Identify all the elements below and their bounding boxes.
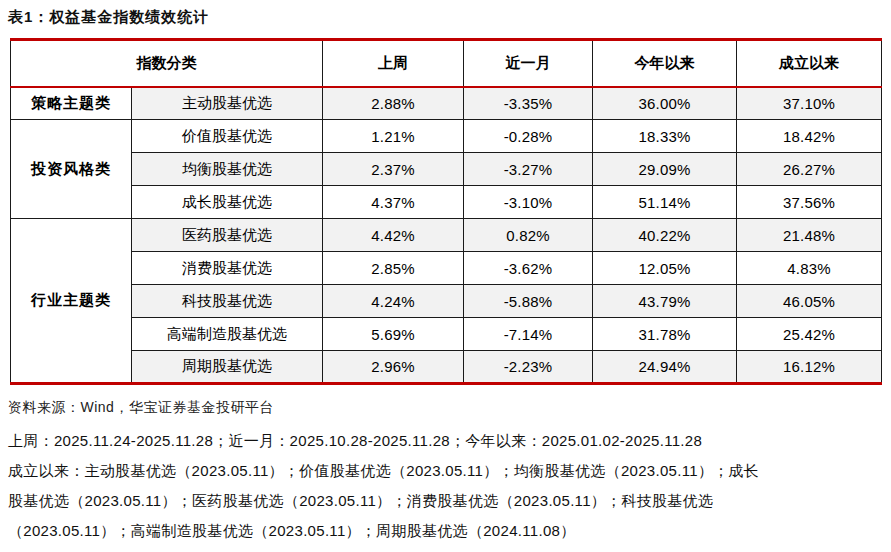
ytd-cell: 36.00% bbox=[593, 87, 737, 120]
since-inception-cell: 26.27% bbox=[737, 153, 882, 186]
table-title: 表1：权益基金指数绩效统计 bbox=[8, 8, 209, 27]
ytd-cell: 51.14% bbox=[593, 186, 737, 219]
last-month-cell: -3.35% bbox=[464, 87, 593, 120]
ytd-cell: 18.33% bbox=[593, 120, 737, 153]
table-row: 投资风格类价值股基优选1.21%-0.28%18.33%18.42% bbox=[11, 120, 882, 153]
index-name-cell: 消费股基优选 bbox=[132, 252, 323, 285]
last-month-cell: -3.27% bbox=[464, 153, 593, 186]
last-month-cell: -0.28% bbox=[464, 120, 593, 153]
notes-block: 上周：2025.11.24-2025.11.28；近一月：2025.10.28-… bbox=[8, 426, 886, 546]
since-inception-cell: 37.56% bbox=[737, 186, 882, 219]
index-name-cell: 高端制造股基优选 bbox=[132, 318, 323, 351]
since-inception-cell: 21.48% bbox=[737, 219, 882, 252]
since-inception-cell: 46.05% bbox=[737, 285, 882, 318]
table-body: 策略主题类主动股基优选2.88%-3.35%36.00%37.10%投资风格类价… bbox=[11, 87, 882, 384]
last-week-cell: 2.96% bbox=[323, 351, 464, 384]
last-month-cell: -2.23% bbox=[464, 351, 593, 384]
last-month-cell: -3.10% bbox=[464, 186, 593, 219]
ytd-cell: 12.05% bbox=[593, 252, 737, 285]
since-inception-cell: 37.10% bbox=[737, 87, 882, 120]
table-row: 策略主题类主动股基优选2.88%-3.35%36.00%37.10% bbox=[11, 87, 882, 120]
table-row: 均衡股基优选2.37%-3.27%29.09%26.27% bbox=[11, 153, 882, 186]
fund-index-performance-table: 指数分类 上周 近一月 今年以来 成立以来 策略主题类主动股基优选2.88%-3… bbox=[10, 38, 882, 385]
ytd-cell: 31.78% bbox=[593, 318, 737, 351]
header-since-inception: 成立以来 bbox=[737, 40, 882, 87]
index-name-cell: 均衡股基优选 bbox=[132, 153, 323, 186]
group-category-cell: 投资风格类 bbox=[11, 120, 132, 219]
since-inception-cell: 25.42% bbox=[737, 318, 882, 351]
source-note: 资料来源：Wind，华宝证券基金投研平台 bbox=[8, 399, 274, 417]
header-ytd: 今年以来 bbox=[593, 40, 737, 87]
note-line: （2023.05.11）；高端制造股基优选（2023.05.11）；周期股基优选… bbox=[8, 516, 886, 546]
last-week-cell: 2.37% bbox=[323, 153, 464, 186]
ytd-cell: 29.09% bbox=[593, 153, 737, 186]
index-name-cell: 主动股基优选 bbox=[132, 87, 323, 120]
last-week-cell: 4.37% bbox=[323, 186, 464, 219]
last-month-cell: 0.82% bbox=[464, 219, 593, 252]
last-month-cell: -5.88% bbox=[464, 285, 593, 318]
ytd-cell: 43.79% bbox=[593, 285, 737, 318]
ytd-cell: 40.22% bbox=[593, 219, 737, 252]
table-row: 消费股基优选2.85%-3.62%12.05%4.83% bbox=[11, 252, 882, 285]
last-week-cell: 1.21% bbox=[323, 120, 464, 153]
index-name-cell: 成长股基优选 bbox=[132, 186, 323, 219]
header-last-month: 近一月 bbox=[464, 40, 593, 87]
last-week-cell: 2.88% bbox=[323, 87, 464, 120]
table-row: 成长股基优选4.37%-3.10%51.14%37.56% bbox=[11, 186, 882, 219]
note-line: 成立以来：主动股基优选（2023.05.11）；价值股基优选（2023.05.1… bbox=[8, 456, 886, 486]
table-row: 周期股基优选2.96%-2.23%24.94%16.12% bbox=[11, 351, 882, 384]
header-row: 指数分类 上周 近一月 今年以来 成立以来 bbox=[11, 40, 882, 87]
note-line: 上周：2025.11.24-2025.11.28；近一月：2025.10.28-… bbox=[8, 426, 886, 456]
index-name-cell: 医药股基优选 bbox=[132, 219, 323, 252]
last-week-cell: 5.69% bbox=[323, 318, 464, 351]
since-inception-cell: 4.83% bbox=[737, 252, 882, 285]
header-category: 指数分类 bbox=[11, 40, 323, 87]
table-row: 科技股基优选4.24%-5.88%43.79%46.05% bbox=[11, 285, 882, 318]
table-row: 行业主题类医药股基优选4.42%0.82%40.22%21.48% bbox=[11, 219, 882, 252]
group-category-cell: 策略主题类 bbox=[11, 87, 132, 120]
since-inception-cell: 18.42% bbox=[737, 120, 882, 153]
since-inception-cell: 16.12% bbox=[737, 351, 882, 384]
table-header: 指数分类 上周 近一月 今年以来 成立以来 bbox=[11, 40, 882, 87]
note-line: 股基优选（2023.05.11）；医药股基优选（2023.05.11）；消费股基… bbox=[8, 486, 886, 516]
index-name-cell: 价值股基优选 bbox=[132, 120, 323, 153]
group-category-cell: 行业主题类 bbox=[11, 219, 132, 384]
last-month-cell: -7.14% bbox=[464, 318, 593, 351]
last-week-cell: 2.85% bbox=[323, 252, 464, 285]
index-name-cell: 周期股基优选 bbox=[132, 351, 323, 384]
last-week-cell: 4.42% bbox=[323, 219, 464, 252]
table-row: 高端制造股基优选5.69%-7.14%31.78%25.42% bbox=[11, 318, 882, 351]
report-page: 表1：权益基金指数绩效统计 指数分类 上周 近一月 今年以来 成立以来 策略主题… bbox=[0, 0, 891, 552]
last-month-cell: -3.62% bbox=[464, 252, 593, 285]
last-week-cell: 4.24% bbox=[323, 285, 464, 318]
header-last-week: 上周 bbox=[323, 40, 464, 87]
ytd-cell: 24.94% bbox=[593, 351, 737, 384]
index-name-cell: 科技股基优选 bbox=[132, 285, 323, 318]
